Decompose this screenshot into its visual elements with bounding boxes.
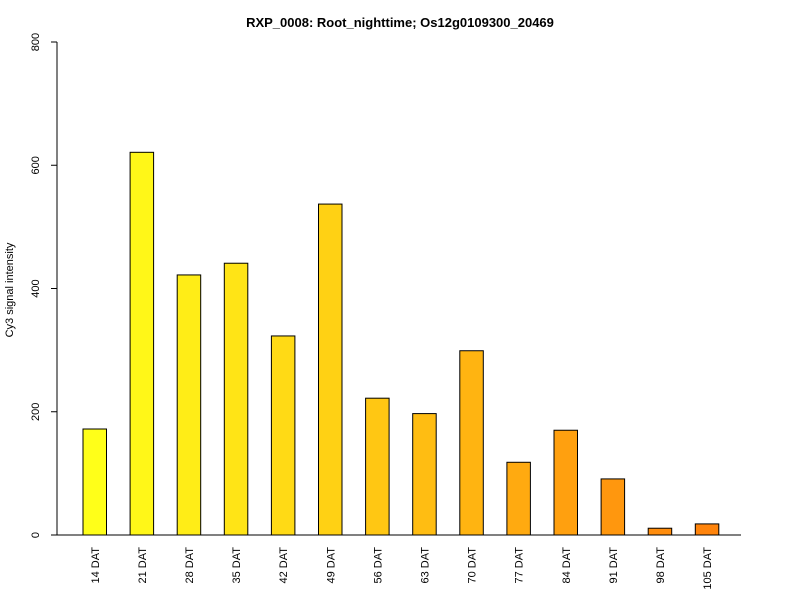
y-axis: 0 200 400 600 800 xyxy=(30,33,57,538)
bar xyxy=(270,335,296,536)
x-axis-tick-label: 70 DAT xyxy=(467,547,479,584)
x-axis-tick-label: 98 DAT xyxy=(655,547,667,584)
x-axis-tick-label: 63 DAT xyxy=(419,547,431,584)
y-axis-tick-label: 200 xyxy=(30,403,42,421)
bar xyxy=(647,527,673,536)
bar xyxy=(459,350,484,536)
y-axis-tick-label: 600 xyxy=(30,156,42,174)
bar xyxy=(129,151,155,536)
x-axis-tick-label: 84 DAT xyxy=(561,547,573,584)
bar xyxy=(553,429,578,536)
bar xyxy=(694,523,720,536)
chart-title: RXP_0008: Root_nighttime; Os12g0109300_2… xyxy=(246,15,554,30)
x-axis-tick-labels: 14 DAT 21 DAT 28 DAT 35 DAT 42 DAT 49 DAT 56 D… xyxy=(90,547,714,590)
bar xyxy=(176,274,202,536)
x-axis-tick-label: 35 DAT xyxy=(231,547,243,584)
x-axis-tick-label: 56 DAT xyxy=(372,547,384,584)
bar xyxy=(412,413,437,536)
x-axis-tick-label: 105 DAT xyxy=(702,547,714,590)
bars xyxy=(82,151,720,536)
x-axis-tick-label: 21 DAT xyxy=(137,547,149,584)
x-axis-tick-label: 14 DAT xyxy=(90,547,102,584)
y-axis-tick-label: 0 xyxy=(30,532,42,538)
bar xyxy=(506,461,531,536)
y-axis-tick-label: 800 xyxy=(30,33,42,51)
bar xyxy=(82,428,107,536)
bar xyxy=(318,203,343,536)
x-axis-tick-label: 42 DAT xyxy=(278,547,290,584)
bar xyxy=(223,262,249,536)
x-axis-tick-label: 28 DAT xyxy=(184,547,196,584)
x-axis-tick-label: 49 DAT xyxy=(325,547,337,584)
bar xyxy=(365,397,390,536)
y-axis-label: Cy3 signal intensity xyxy=(4,242,16,337)
x-axis-tick-label: 77 DAT xyxy=(514,547,526,584)
y-axis-tick-label: 400 xyxy=(30,279,42,297)
bar xyxy=(600,478,626,536)
x-axis-tick-label: 91 DAT xyxy=(608,547,620,584)
